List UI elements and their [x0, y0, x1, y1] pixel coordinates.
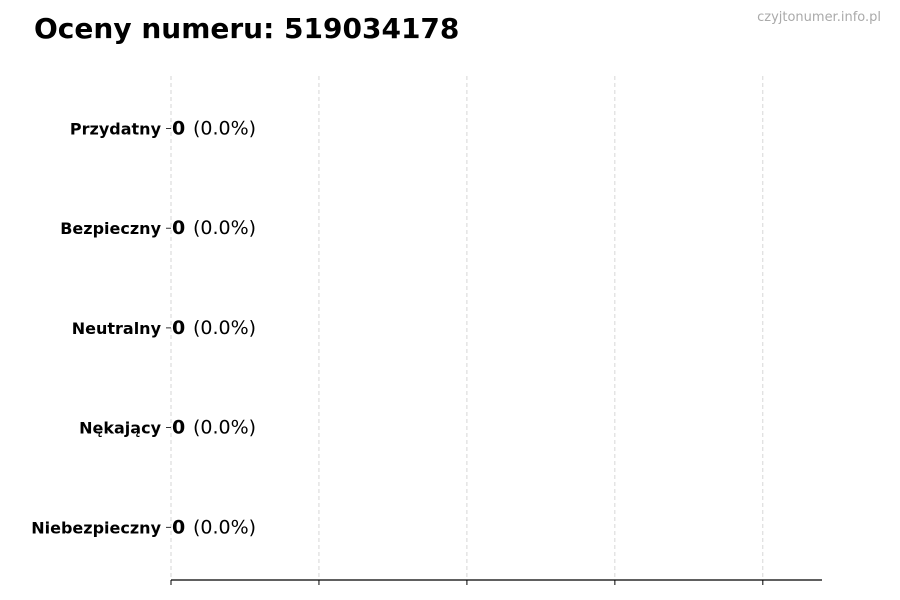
- category-label: Przydatny: [70, 120, 162, 139]
- count-label: 0: [172, 417, 185, 439]
- chart-title: Oceny numeru: 519034178: [34, 12, 460, 45]
- percent-label: (0.0%): [193, 317, 256, 339]
- category-label: Niebezpieczny: [31, 518, 161, 537]
- category-label: Neutralny: [72, 319, 162, 338]
- percent-label: (0.0%): [193, 516, 256, 538]
- count-label: 0: [172, 217, 185, 239]
- category-label: Bezpieczny: [60, 219, 161, 238]
- count-label: 0: [172, 317, 185, 339]
- category-label: Nękający: [79, 419, 161, 438]
- count-label: 0: [172, 516, 185, 538]
- count-label: 0: [172, 118, 185, 140]
- percent-label: (0.0%): [193, 118, 256, 140]
- percent-label: (0.0%): [193, 417, 256, 439]
- watermark: czyjtonumer.info.pl: [757, 10, 881, 25]
- percent-label: (0.0%): [193, 217, 256, 239]
